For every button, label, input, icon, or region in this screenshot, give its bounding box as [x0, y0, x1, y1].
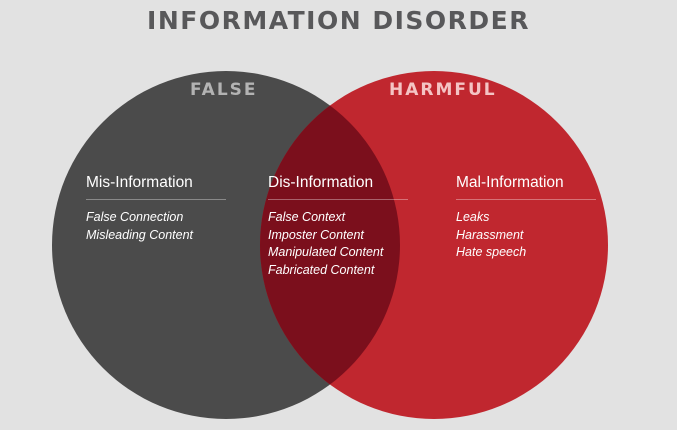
mis-information-title: Mis-Information: [86, 174, 226, 200]
mis-information-list: False Connection Misleading Content: [86, 209, 226, 244]
mal-information-title: Mal-Information: [456, 174, 596, 200]
list-item: False Connection: [86, 210, 184, 224]
harmful-set-label: HARMFUL: [389, 80, 497, 100]
list-item: Misleading Content: [86, 227, 194, 242]
mal-information-group: Mal-Information Leaks Harassment Hate sp…: [456, 174, 596, 262]
list-item: Hate speech: [456, 245, 527, 259]
list-item: False Context: [268, 210, 346, 224]
mis-information-group: Mis-Information False Connection Mislead…: [86, 174, 226, 244]
list-item: Leaks: [456, 210, 490, 224]
list-item: Harassment: [456, 227, 524, 242]
dis-information-title: Dis-Information: [268, 174, 408, 200]
list-item: Imposter Content: [268, 227, 364, 242]
list-item: Manipulated Content: [268, 245, 384, 259]
mal-information-list: Leaks Harassment Hate speech: [456, 209, 596, 262]
false-set-label: FALSE: [190, 80, 258, 100]
dis-information-list: False Context Imposter Content Manipulat…: [268, 209, 408, 279]
dis-information-group: Dis-Information False Context Imposter C…: [268, 174, 408, 279]
list-item: Fabricated Content: [268, 262, 375, 277]
overlap-region: [260, 71, 400, 419]
diagram-title: INFORMATION DISORDER: [147, 6, 530, 35]
